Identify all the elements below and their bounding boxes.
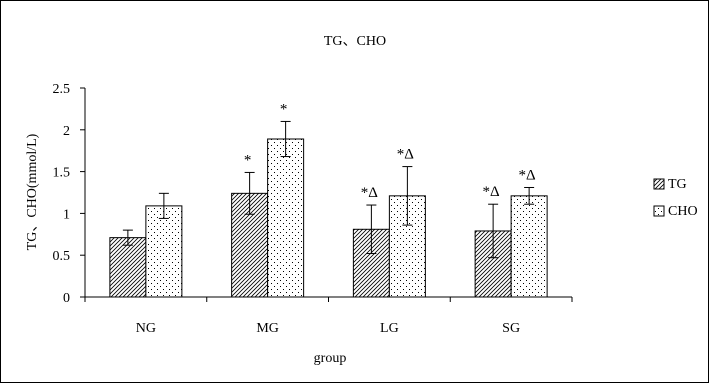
y-tick-label: 1: [63, 207, 70, 222]
significance-label-tg: *Δ: [483, 184, 501, 200]
significance-label-cho: *Δ: [397, 147, 415, 163]
legend-label-cho: CHO: [668, 204, 698, 219]
y-ticks: 0 0.5 1 1.5 2 2.5: [53, 82, 85, 306]
bar-cho: [267, 138, 305, 298]
bar-cho: [510, 195, 548, 298]
x-tick-label: NG: [136, 321, 156, 336]
x-tick-label: LG: [380, 321, 399, 336]
y-tick-label: 0.5: [53, 249, 71, 264]
y-tick-label: 0: [63, 291, 70, 306]
y-axis-label: TG、CHO(mmol/L): [25, 133, 40, 250]
chart-title: TG、CHO: [324, 34, 386, 49]
x-ticks: [84, 297, 573, 302]
annotations: * *Δ *Δ * *Δ *Δ: [244, 101, 536, 201]
bar-cho: [145, 205, 183, 298]
error-bars: [122, 120, 535, 259]
legend-label-tg: TG: [668, 177, 687, 192]
x-tick-label: MG: [256, 321, 279, 336]
legend: TG CHO: [653, 177, 698, 219]
significance-label-tg: *Δ: [361, 185, 379, 201]
legend-swatch-cho: [653, 205, 665, 217]
y-tick-label: 2.5: [53, 82, 71, 97]
legend-swatch-tg: [653, 178, 665, 190]
x-axis-label: group: [314, 351, 347, 366]
significance-label-cho: *: [280, 101, 288, 117]
x-tick-label: SG: [502, 321, 520, 336]
significance-label-tg: *: [244, 152, 252, 168]
y-tick-label: 2: [63, 124, 70, 139]
x-tick-labels: NG MG LG SG: [136, 321, 520, 336]
bar-tg: [109, 237, 147, 298]
y-tick-label: 1.5: [53, 166, 71, 181]
significance-label-cho: *Δ: [519, 167, 537, 183]
